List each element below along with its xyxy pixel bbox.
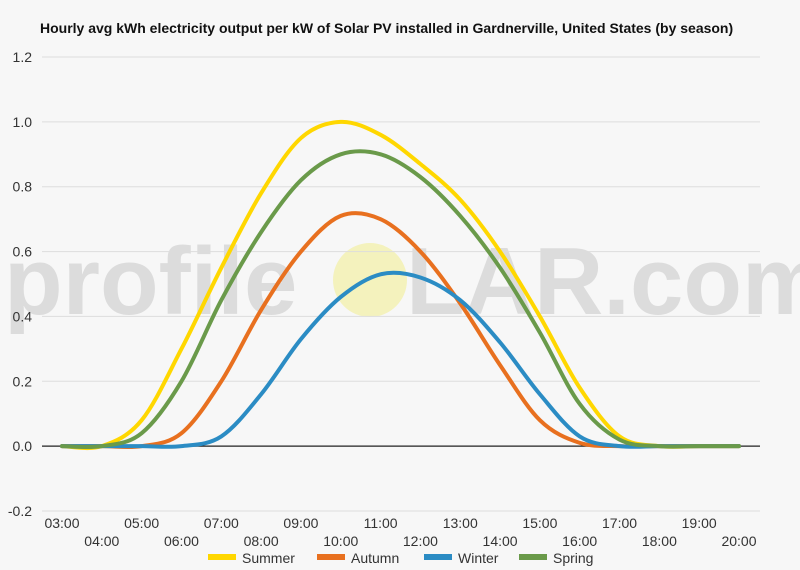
legend-swatch-summer xyxy=(208,554,236,560)
x-tick-label: 03:00 xyxy=(44,515,79,531)
legend-swatch-winter xyxy=(424,554,452,560)
x-tick-label: 06:00 xyxy=(164,533,199,549)
x-tick-label: 20:00 xyxy=(721,533,756,549)
legend-label-summer: Summer xyxy=(242,550,295,566)
watermark: profile LAR.com xyxy=(4,228,800,335)
x-tick-label: 17:00 xyxy=(602,515,637,531)
x-tick-label: 09:00 xyxy=(283,515,318,531)
series-lines xyxy=(60,119,741,451)
x-tick-label: 19:00 xyxy=(682,515,717,531)
x-tick-label: 13:00 xyxy=(443,515,478,531)
series-line-winter xyxy=(60,270,741,449)
x-tick-label: 15:00 xyxy=(522,515,557,531)
watermark-text-right: LAR.com xyxy=(406,228,800,335)
x-tick-label: 07:00 xyxy=(204,515,239,531)
y-tick-label: 1.2 xyxy=(13,49,33,65)
x-tick-label: 16:00 xyxy=(562,533,597,549)
series-line-spring xyxy=(60,149,741,450)
y-tick-label: 0.2 xyxy=(13,373,33,389)
y-tick-label: 0.8 xyxy=(13,179,33,195)
legend-label-winter: Winter xyxy=(458,550,499,566)
x-tick-label: 18:00 xyxy=(642,533,677,549)
legend-swatch-autumn xyxy=(317,554,345,560)
x-tick-label: 04:00 xyxy=(84,533,119,549)
chart-title: Hourly avg kWh electricity output per kW… xyxy=(40,20,733,36)
legend-label-spring: Spring xyxy=(553,550,593,566)
x-tick-label: 05:00 xyxy=(124,515,159,531)
x-tick-label: 10:00 xyxy=(323,533,358,549)
y-tick-label: 1.0 xyxy=(13,114,33,130)
x-tick-label: 12:00 xyxy=(403,533,438,549)
watermark-text-left: profile xyxy=(4,228,297,335)
legend-label-autumn: Autumn xyxy=(351,550,399,566)
y-tick-label: 0.4 xyxy=(13,308,33,324)
legend: Summer Autumn Winter Spring xyxy=(208,550,593,566)
x-tick-label: 14:00 xyxy=(483,533,518,549)
y-tick-label: 0.0 xyxy=(13,438,33,454)
y-tick-label: 0.6 xyxy=(13,244,33,260)
series-line-summer xyxy=(60,119,741,451)
x-tick-label: 11:00 xyxy=(364,515,398,531)
y-tick-label: -0.2 xyxy=(8,503,32,519)
legend-swatch-spring xyxy=(519,554,547,560)
x-tick-label: 08:00 xyxy=(244,533,279,549)
y-axis-tick-labels: -0.2 0.0 0.2 0.4 0.6 0.8 1.0 1.2 xyxy=(8,49,32,519)
